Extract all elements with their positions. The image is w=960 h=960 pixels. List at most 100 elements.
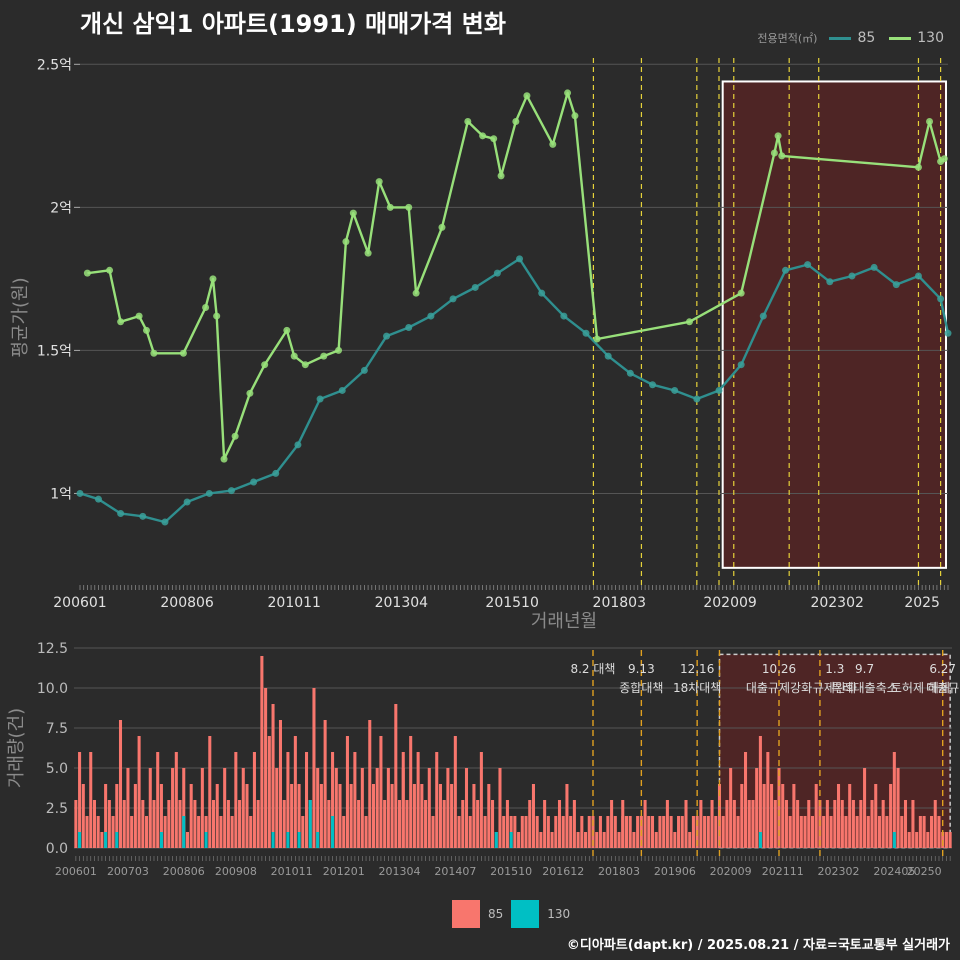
data-point-130 [926, 118, 934, 126]
volume-x-tick-label: 200601 [55, 865, 97, 878]
volume-y-axis-title: 거래량(건) [6, 708, 27, 788]
volume-bar-85 [234, 752, 238, 848]
volume-bar-85 [483, 816, 487, 848]
policy-annotation-label: 대출규 [926, 681, 959, 695]
data-point-85 [759, 312, 767, 320]
volume-bar-85 [784, 800, 788, 848]
data-point-85 [205, 489, 213, 497]
legend-label-85: 85 [857, 30, 876, 46]
volume-bar-85 [364, 816, 368, 848]
volume-bar-85 [468, 816, 472, 848]
data-point-130 [549, 140, 557, 148]
volume-bar-85 [684, 800, 688, 848]
data-point-130 [135, 312, 143, 320]
volume-bar-85 [535, 816, 539, 848]
data-point-85 [870, 263, 878, 271]
price-panel: 1억 1.5억 2억 2.5억 200601 200806 201011 201304 2015… [10, 57, 952, 632]
volume-bar-85 [197, 816, 201, 848]
volume-bar-85 [636, 816, 640, 848]
volume-bar-85 [550, 832, 554, 848]
data-point-130 [412, 289, 420, 297]
volume-bar-85 [889, 784, 893, 848]
volume-bar-85 [427, 768, 431, 848]
volume-bar-85 [167, 800, 171, 848]
volume-bar-85 [178, 800, 182, 848]
volume-bar-85 [881, 800, 885, 848]
data-point-85 [427, 312, 435, 320]
volume-bar-85 [159, 784, 163, 848]
volume-bar-85 [517, 832, 521, 848]
volume-bar-85 [677, 816, 681, 848]
volume-bar-85 [539, 832, 543, 848]
legend-bottom: 85 130 [452, 900, 570, 928]
volume-bar-85 [249, 816, 253, 848]
volume-bar-85 [944, 832, 948, 848]
volume-bar-85 [282, 800, 286, 848]
volume-bar-85 [271, 704, 275, 848]
volume-bar-85 [602, 832, 606, 848]
volume-bar-85 [524, 816, 528, 848]
volume-bar-130 [892, 832, 896, 848]
volume-bar-85 [107, 800, 111, 848]
volume-bar-85 [543, 800, 547, 848]
volume-y-tick-label: 0.0 [46, 841, 68, 857]
volume-bar-85 [223, 768, 227, 848]
legend-swatch-85 [829, 36, 852, 40]
data-point-85 [161, 518, 169, 526]
volume-bar-85 [926, 832, 930, 848]
volume-x-tick-label: 200806 [163, 865, 205, 878]
data-point-85 [294, 441, 302, 449]
volume-bar-85 [606, 816, 610, 848]
volume-bar-85 [874, 784, 878, 848]
volume-bar-85 [885, 816, 889, 848]
data-point-130 [209, 275, 217, 283]
data-point-85 [671, 386, 679, 394]
volume-bar-85 [152, 800, 156, 848]
policy-annotation-label: 18차대책 [673, 680, 721, 695]
data-point-85 [516, 255, 524, 263]
volume-bar-85 [933, 800, 937, 848]
volume-bar-85 [576, 832, 580, 848]
volume-bar-130 [331, 816, 335, 848]
data-point-85 [937, 295, 945, 303]
volume-bar-85 [528, 800, 532, 848]
volume-bar-85 [334, 768, 338, 848]
volume-bar-85 [498, 768, 502, 848]
volume-bar-85 [342, 816, 346, 848]
x-tick-label: 201803 [593, 595, 646, 611]
volume-bar-85 [624, 816, 628, 848]
volume-bar-85 [304, 752, 309, 848]
volume-bar-85 [691, 816, 695, 848]
data-point-130 [770, 149, 778, 157]
volume-bar-85 [446, 768, 450, 848]
volume-bar-85 [479, 752, 483, 848]
volume-bar-85 [193, 800, 197, 848]
legend-bottom-label-85: 85 [488, 907, 504, 921]
volume-bar-85 [662, 816, 666, 848]
volume-bar-130 [494, 832, 498, 848]
volume-bar-85 [238, 800, 242, 848]
data-point-85 [693, 395, 701, 403]
volume-bar-85 [171, 768, 175, 848]
data-point-85 [804, 261, 812, 269]
data-point-85 [848, 272, 856, 280]
data-point-130 [490, 135, 498, 143]
volume-bar-85 [219, 816, 223, 848]
data-point-130 [685, 318, 693, 326]
y-axis-title: 평균가(원) [10, 277, 31, 357]
volume-bar-85 [743, 752, 748, 848]
volume-x-tick-label: 201011 [271, 865, 313, 878]
data-point-85 [781, 266, 789, 274]
data-point-130 [438, 223, 446, 231]
data-point-130 [142, 326, 150, 334]
volume-bar-85 [896, 768, 900, 848]
volume-bar-85 [182, 768, 186, 848]
volume-bar-85 [751, 800, 755, 848]
volume-bar-85 [491, 800, 495, 848]
volume-bar-85 [420, 784, 424, 848]
x-tick-label: 202302 [810, 595, 863, 611]
volume-bar-85 [85, 816, 89, 848]
volume-bar-130 [316, 832, 320, 848]
volume-bar-85 [829, 816, 833, 848]
volume-bar-85 [770, 784, 774, 848]
